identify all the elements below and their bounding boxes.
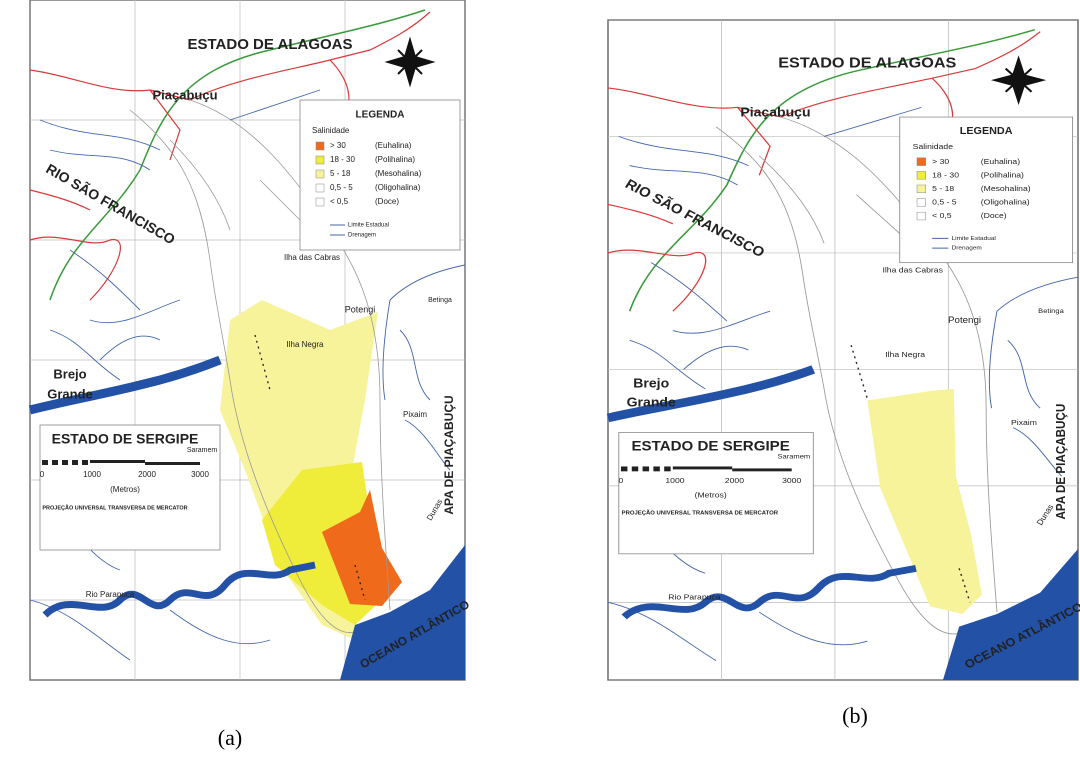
place-label: Potengi bbox=[345, 304, 376, 314]
scale-note: Saramem bbox=[187, 447, 218, 454]
legend-swatch bbox=[917, 212, 926, 220]
scale-label: 0 bbox=[619, 476, 624, 485]
area-label: APA DE PIAÇABUÇU bbox=[442, 395, 456, 514]
place-label: Ilha das Cabras bbox=[284, 253, 340, 262]
legend-swatch bbox=[917, 185, 926, 193]
legend-swatch bbox=[316, 170, 324, 178]
place-label: Grande bbox=[47, 386, 93, 401]
legend-range: 0,5 - 5 bbox=[932, 198, 957, 207]
legend-subtitle: Salinidade bbox=[312, 126, 350, 135]
legend-swatch bbox=[316, 198, 324, 206]
place-label: Rio Parapuca bbox=[86, 590, 135, 599]
state-label: ESTADO DE ALAGOAS bbox=[778, 55, 956, 71]
place-label: Pixaim bbox=[1011, 418, 1037, 427]
place-label: Brejo bbox=[633, 376, 669, 390]
place-label: Potengi bbox=[948, 316, 981, 325]
legend-class: (Oligohalina) bbox=[375, 183, 421, 192]
scale-label: 0 bbox=[40, 470, 45, 479]
scale-unit: (Metros) bbox=[695, 491, 727, 500]
place-label: Pixaim bbox=[403, 410, 427, 419]
legend-range: < 0,5 bbox=[932, 211, 952, 220]
legend-range: 0,5 - 5 bbox=[330, 183, 353, 192]
legend-line-label: Drenagem bbox=[348, 233, 376, 239]
legend-class: (Mesohalina) bbox=[375, 169, 422, 178]
projection-note: PROJEÇÃO UNIVERSAL TRANSVERSA DE MERCATO… bbox=[42, 504, 187, 511]
scale-label: 2000 bbox=[138, 470, 156, 479]
state-label: ESTADO DE SERGIPE bbox=[52, 431, 199, 447]
panel-caption: (b) bbox=[842, 703, 868, 728]
legend-swatch bbox=[316, 142, 324, 150]
legend-class: (Euhalina) bbox=[375, 141, 412, 150]
place-label: Rio Parapuca bbox=[668, 593, 721, 602]
scale-note: Saramem bbox=[777, 453, 810, 461]
legend-swatch bbox=[917, 158, 926, 166]
legend-class: (Polihalina) bbox=[981, 171, 1024, 180]
scale-label: 2000 bbox=[725, 476, 745, 485]
legend-subtitle: Salinidade bbox=[913, 143, 954, 152]
legend-swatch bbox=[316, 184, 324, 192]
legend-swatch bbox=[917, 199, 926, 207]
legend-title: LEGENDA bbox=[356, 110, 405, 121]
town-label: Piaçabuçu bbox=[740, 105, 810, 119]
place-label: Grande bbox=[627, 395, 676, 409]
legend-range: 18 - 30 bbox=[932, 171, 959, 180]
place-label: Betinga bbox=[428, 297, 452, 304]
scale-label: 1000 bbox=[665, 476, 685, 485]
place-label: Brejo bbox=[53, 366, 86, 381]
state-label: ESTADO DE SERGIPE bbox=[631, 439, 790, 454]
legend-class: (Doce) bbox=[981, 211, 1007, 220]
legend-class: (Polihalina) bbox=[375, 155, 415, 164]
place-label: Ilha Negra bbox=[287, 340, 324, 349]
legend-line-label: Limite Estadual bbox=[348, 223, 389, 229]
scale-label: 1000 bbox=[83, 470, 101, 479]
scale-unit: (Metros) bbox=[110, 485, 140, 494]
place-label: Ilha das Cabras bbox=[882, 266, 942, 275]
scale-label: 3000 bbox=[191, 470, 209, 479]
place-label: Ilha Negra bbox=[885, 350, 925, 359]
area-label: APA DE PIAÇABUÇU bbox=[1054, 404, 1069, 520]
legend-swatch bbox=[917, 171, 926, 179]
legend-range: > 30 bbox=[932, 157, 949, 166]
legend-class: (Mesohalina) bbox=[981, 184, 1031, 193]
legend-range: < 0,5 bbox=[330, 197, 349, 206]
panel-caption: (a) bbox=[218, 725, 242, 750]
legend-range: > 30 bbox=[330, 141, 346, 150]
scale-label: 3000 bbox=[782, 476, 802, 485]
legend-swatch bbox=[316, 156, 324, 164]
legend-class: (Euhalina) bbox=[981, 157, 1021, 166]
place-label: Betinga bbox=[1038, 307, 1064, 315]
legend-class: (Doce) bbox=[375, 197, 399, 206]
legend-title: LEGENDA bbox=[960, 127, 1013, 137]
legend-line-label: Drenagem bbox=[952, 245, 982, 252]
figure: ESTADO DE ALAGOASPiaçabuçuRIO SÃO FRANCI… bbox=[0, 0, 1080, 755]
legend-class: (Oligohalina) bbox=[981, 198, 1030, 207]
projection-note: PROJEÇÃO UNIVERSAL TRANSVERSA DE MERCATO… bbox=[622, 510, 778, 517]
legend-line-label: Limite Estadual bbox=[952, 235, 996, 242]
legend-range: 18 - 30 bbox=[330, 155, 355, 164]
legend-range: 5 - 18 bbox=[932, 184, 955, 193]
legend-range: 5 - 18 bbox=[330, 169, 351, 178]
state-label: ESTADO DE ALAGOAS bbox=[187, 36, 352, 53]
town-label: Piaçabuçu bbox=[152, 87, 217, 102]
page: {"panels": [ {"caption": "(a)", "map": {… bbox=[0, 0, 1080, 755]
